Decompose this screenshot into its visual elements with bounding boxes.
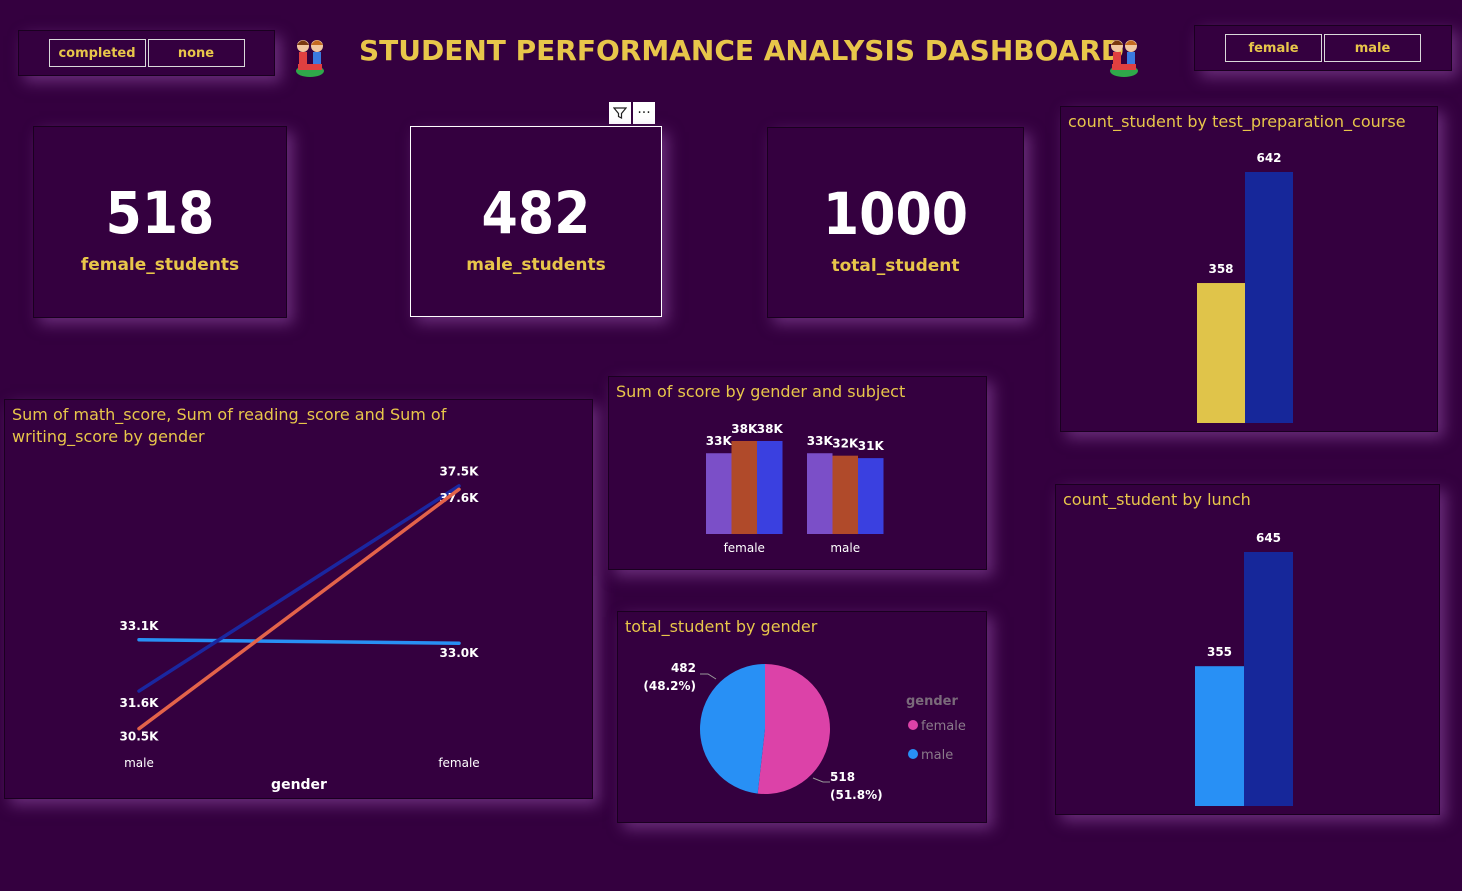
bar — [1244, 552, 1293, 806]
lunch-bar-chart-panel[interactable]: count_student by lunch 355 645 — [1055, 484, 1440, 815]
data-label: 30.5K — [120, 730, 160, 744]
legend-entry: female — [921, 719, 966, 734]
bar — [731, 441, 757, 534]
filter-icon[interactable] — [609, 102, 631, 124]
card-total-student[interactable]: 1000 total_student — [767, 127, 1024, 318]
legend-marker — [908, 720, 918, 730]
card-female-students[interactable]: 518 female_students — [33, 126, 287, 318]
legend-entry: male — [921, 748, 953, 763]
visual-toolbar: ··· — [609, 102, 655, 124]
bar — [1195, 666, 1244, 806]
bar — [807, 453, 833, 534]
more-options-button[interactable]: ··· — [633, 102, 655, 124]
card-label: female_students — [80, 255, 240, 275]
prep-course-bar-chart-panel[interactable]: count_student by test_preparation_course… — [1060, 106, 1438, 432]
data-label: 645 — [1256, 531, 1281, 545]
x-tick-label: male — [830, 541, 860, 555]
data-label: (48.2%) — [643, 679, 696, 693]
data-label: 32K — [832, 437, 859, 451]
bar — [832, 455, 858, 534]
prep-course-slicer: completed none — [18, 30, 275, 76]
gender-slicer: female male — [1194, 25, 1452, 71]
x-tick-label: male — [124, 756, 154, 770]
subject-bar-chart-panel[interactable]: Sum of score by gender and subject 33K 38… — [608, 376, 987, 570]
data-label: 518 — [830, 770, 855, 784]
chart-title: Sum of score by gender and subject — [616, 382, 906, 401]
series-line — [137, 487, 461, 731]
chart-title: count_student by lunch — [1063, 490, 1251, 509]
slicer-option-female[interactable]: female — [1225, 34, 1322, 62]
bar — [757, 441, 783, 534]
series-line — [137, 484, 461, 693]
pie-chart: 518 (51.8%) 482 (48.2%) gender female male — [643, 661, 966, 802]
x-axis-label: gender — [271, 777, 327, 793]
card-label: total_student — [831, 256, 960, 276]
bar — [1197, 283, 1245, 423]
slicer-option-male[interactable]: male — [1324, 34, 1421, 62]
data-label: 38K — [757, 422, 784, 436]
bar — [706, 453, 732, 534]
prep-course-bar-chart: 358 642 — [1197, 151, 1293, 423]
page-title: STUDENT PERFORMANCE ANALYSIS DASHBOARD — [359, 34, 1125, 67]
data-label: 482 — [671, 661, 696, 675]
leader-line — [812, 777, 830, 783]
data-label: 38K — [731, 422, 758, 436]
card-value: 518 — [105, 179, 215, 247]
data-label: 33K — [706, 434, 733, 448]
card-male-students[interactable]: 482 male_students — [410, 126, 662, 317]
pie-chart-panel[interactable]: total_student by gender 518 (51.8%) 482 (48… — [617, 611, 987, 823]
data-label: (51.8%) — [830, 788, 883, 802]
legend-marker — [908, 749, 918, 759]
data-label: 33.1K — [120, 619, 160, 633]
legend-title: gender — [906, 694, 959, 709]
data-label: 642 — [1256, 151, 1281, 165]
data-label: 355 — [1207, 645, 1232, 659]
card-value: 1000 — [822, 180, 969, 248]
card-label: male_students — [466, 255, 606, 275]
chart-title: total_student by gender — [625, 617, 818, 636]
leader-line — [700, 673, 717, 680]
data-label: 33K — [807, 434, 834, 448]
x-tick-label: female — [724, 541, 765, 555]
kids-reading-icon — [1110, 40, 1138, 77]
slicer-option-none[interactable]: none — [147, 39, 245, 67]
kids-reading-icon — [296, 40, 324, 77]
data-label: 358 — [1208, 262, 1233, 276]
data-label: 31.6K — [120, 696, 160, 710]
pie-slice — [700, 664, 765, 794]
chart-title: Sum of math_score, Sum of reading_score … — [12, 405, 447, 446]
line-chart-panel[interactable]: Sum of math_score, Sum of reading_score … — [4, 399, 593, 799]
data-label: 37.5K — [440, 464, 480, 478]
lunch-bar-chart: 355 645 — [1195, 531, 1293, 806]
bar — [1245, 172, 1293, 423]
slicer-option-completed[interactable]: completed — [48, 39, 146, 67]
x-tick-label: female — [438, 756, 479, 770]
series-line — [137, 638, 461, 645]
chart-title: count_student by test_preparation_course — [1068, 112, 1406, 131]
bar — [858, 458, 884, 534]
data-label: 33.0K — [440, 646, 480, 660]
data-label: 31K — [858, 439, 885, 453]
pie-slice — [757, 664, 830, 794]
card-value: 482 — [481, 179, 591, 247]
